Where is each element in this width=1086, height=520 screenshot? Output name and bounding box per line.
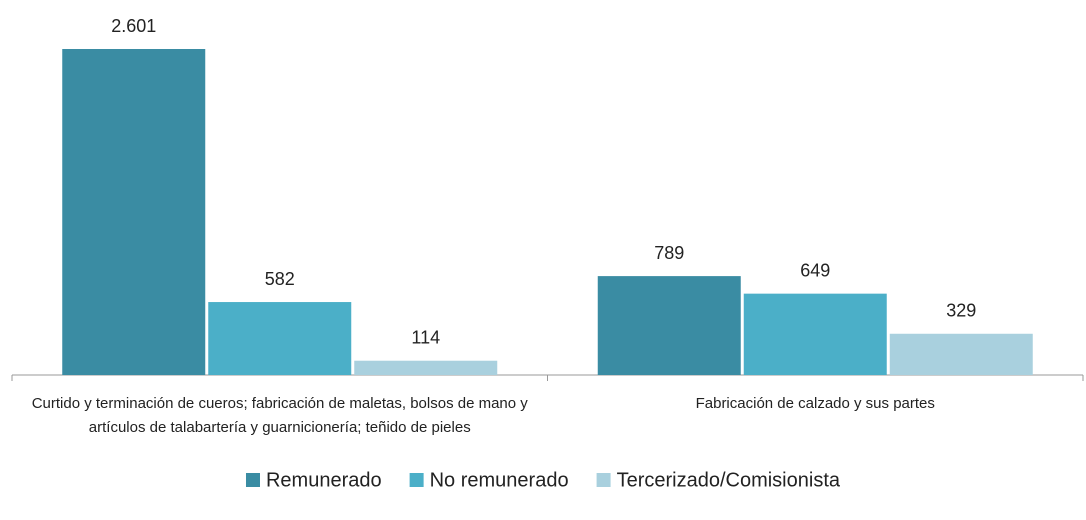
bar [743, 293, 887, 375]
legend-label: Tercerizado/Comisionista [617, 469, 841, 491]
x-tick-label: Curtido y terminación de cueros; fabrica… [31, 395, 528, 436]
value-label: 114 [411, 327, 440, 347]
value-label: 2.601 [111, 16, 156, 36]
legend-swatch [245, 473, 260, 487]
legend-label: No remunerado [430, 469, 569, 491]
legend-swatch [409, 473, 424, 487]
x-tick-label: Fabricación de calzado y sus partes [695, 395, 935, 412]
bar [208, 302, 352, 375]
value-label: 789 [654, 243, 684, 263]
bar [889, 333, 1033, 375]
value-label: 329 [946, 301, 976, 321]
bar [597, 276, 741, 375]
legend-swatch [596, 473, 611, 487]
bar [62, 49, 206, 375]
value-label: 582 [265, 269, 295, 289]
value-label: 649 [800, 260, 830, 280]
legend-label: Remunerado [266, 469, 382, 491]
bar [354, 360, 498, 375]
